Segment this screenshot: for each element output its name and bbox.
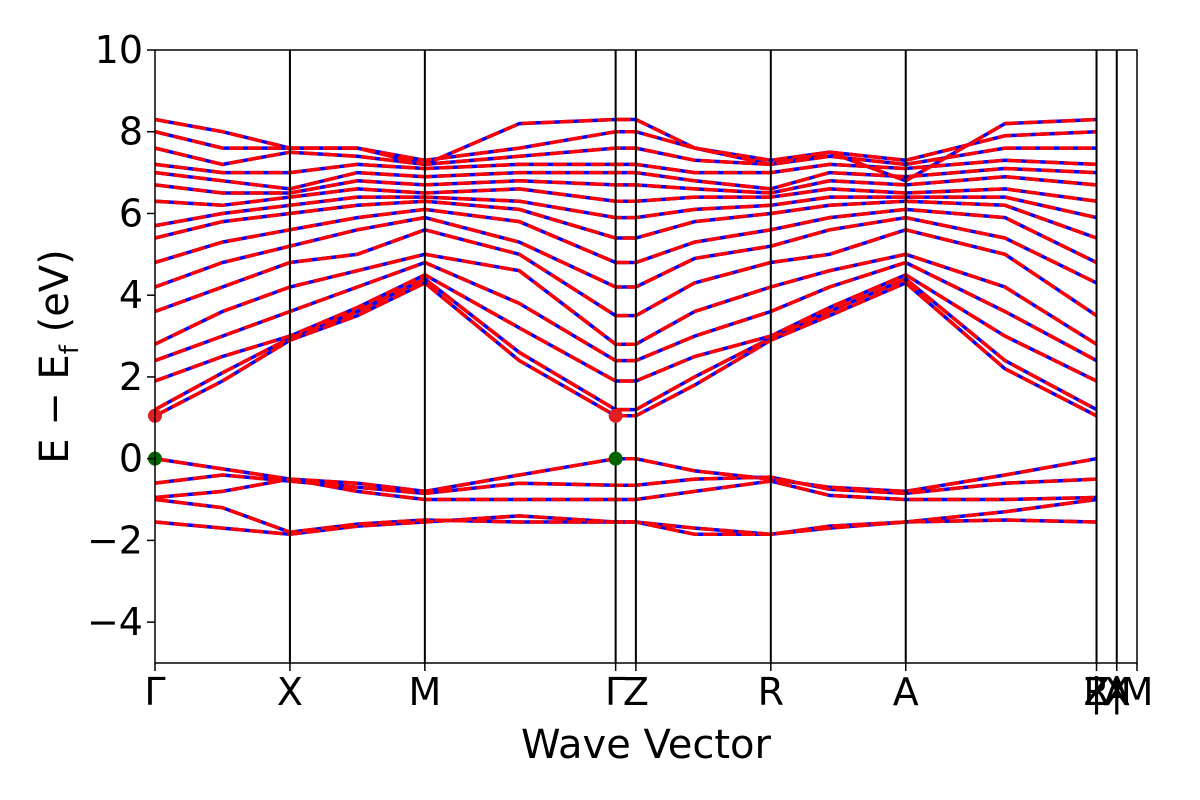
y-axis-label-sub: f	[55, 344, 85, 354]
band-line-cb17-dashed	[155, 117, 1097, 183]
x-axis-label: Wave Vector	[521, 722, 772, 768]
band-line-cb2-dashed	[155, 276, 1098, 412]
x-tick-label: M	[408, 670, 441, 714]
band-line-cb4-dashed	[155, 260, 1098, 363]
x-tick-label: Γ	[144, 670, 165, 714]
band-line-cb5-solid	[155, 252, 1098, 346]
band-line-cb9-solid	[155, 199, 1098, 240]
y-tick-label: 8	[119, 110, 143, 154]
x-tick-label: Z	[623, 670, 649, 714]
y-axis-label-unit: (eV)	[32, 249, 78, 345]
x-tick-label: R	[1083, 670, 1109, 714]
band-line-vb3-dashed	[155, 477, 1097, 502]
band-edge-marker	[608, 451, 623, 466]
band-line-vb4-dashed	[155, 497, 1097, 537]
band-line-cb14-dashed	[155, 158, 1097, 175]
y-tick-label: 6	[119, 191, 143, 235]
band-line-cb6-solid	[155, 227, 1098, 318]
x-tick-label: Γ	[605, 670, 626, 714]
x-tick-label: M	[1121, 670, 1154, 714]
kpoint-lines-layer	[288, 50, 1118, 663]
plot-frame	[154, 49, 1138, 664]
x-ticks: Γ X M ΓZ R A ZR| X|AM	[144, 663, 1153, 715]
band-line-cb11-dashed	[155, 187, 1097, 208]
band-line-vb1-dashed	[155, 456, 1097, 494]
x-tick-label: X	[1104, 670, 1130, 714]
y-tick-label: 10	[95, 28, 143, 72]
x-tick-label: X	[277, 670, 303, 714]
y-tick-label: 4	[119, 273, 143, 317]
markers-layer	[148, 408, 623, 466]
band-line-cb10-dashed	[155, 195, 1097, 228]
band-line-cb9-dashed	[155, 199, 1098, 240]
band-line-vb2-dashed	[155, 473, 1097, 496]
y-tick-label: −2	[87, 518, 143, 562]
band-line-cb7-dashed	[155, 215, 1098, 289]
y-ticks: 10 8 6 4 2 0 −2 −4	[87, 28, 155, 644]
y-axis-label: E − Ef (eV)	[32, 249, 85, 464]
x-tick-label: |	[1090, 670, 1103, 715]
band-line-cb3-dashed	[155, 272, 1098, 383]
bands-layer	[155, 117, 1098, 537]
band-line-cb8-dashed	[155, 207, 1098, 265]
x-tick-label: |	[1110, 670, 1123, 715]
band-line-cb5-dashed	[155, 252, 1098, 346]
x-tick-label: A	[893, 670, 919, 714]
y-tick-label: 2	[119, 355, 143, 399]
band-line-cb6-dashed	[155, 227, 1098, 318]
y-axis-label-main: E − E	[32, 354, 78, 464]
band-line-cb15-dashed	[155, 146, 1097, 167]
y-tick-label: 0	[119, 437, 143, 481]
x-tick-label: R	[758, 670, 784, 714]
band-line-cb16-dashed	[155, 129, 1097, 163]
band-line-cb1-dashed	[155, 280, 1098, 418]
y-tick-label: −4	[87, 600, 143, 644]
x-tick-label: Z	[1083, 670, 1109, 714]
x-tick-label: A	[1104, 670, 1130, 714]
band-line-vb5-dashed	[155, 514, 1097, 537]
band-line-cb12-dashed	[155, 174, 1097, 195]
band-edge-marker	[608, 408, 623, 423]
band-line-cb1-solid	[155, 280, 1098, 418]
